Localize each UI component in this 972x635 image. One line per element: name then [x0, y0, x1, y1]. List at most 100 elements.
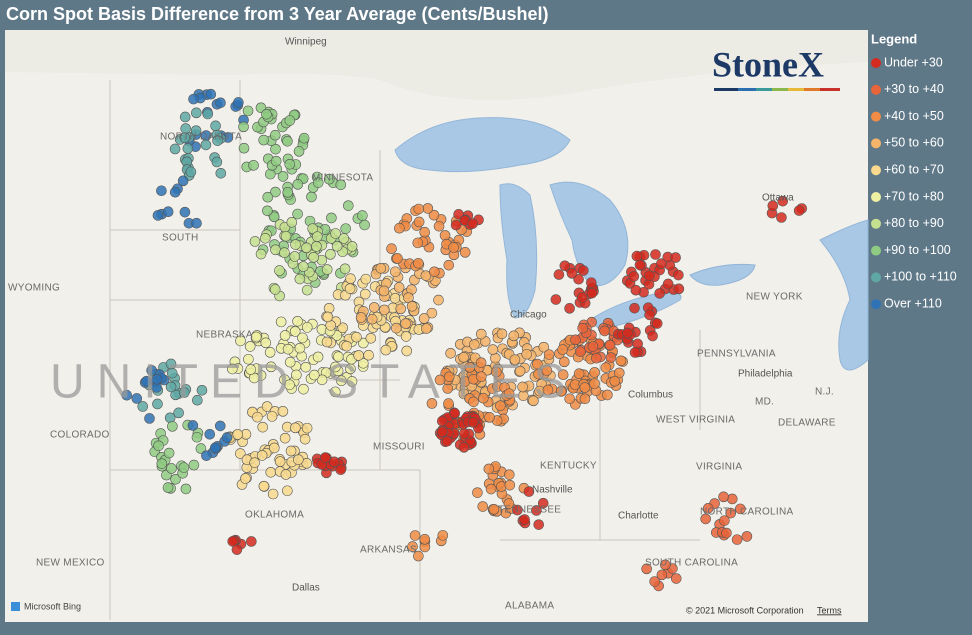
map-marker — [191, 217, 202, 229]
legend-swatch — [871, 299, 881, 310]
map-marker — [274, 265, 285, 276]
map-marker — [306, 191, 317, 203]
map-marker — [478, 392, 489, 404]
map-marker — [629, 347, 641, 358]
map-marker — [321, 336, 333, 348]
map-marker — [345, 273, 356, 285]
map-marker — [235, 335, 246, 347]
terms-link[interactable]: Terms — [817, 605, 842, 615]
map-marker — [468, 396, 479, 408]
map-marker — [252, 411, 263, 423]
map-marker — [339, 263, 351, 275]
map-marker — [495, 400, 506, 411]
map-marker — [264, 347, 276, 358]
map-marker — [322, 311, 334, 323]
place-label: Chicago — [510, 310, 547, 321]
map-marker — [275, 316, 287, 328]
legend-swatch — [871, 218, 881, 229]
map-marker — [265, 168, 276, 180]
title: Corn Spot Basis Difference from 3 Year A… — [6, 4, 549, 24]
map-marker — [589, 367, 600, 378]
map-marker — [380, 344, 392, 356]
map-marker — [542, 384, 554, 396]
brand-logo: StoneX — [712, 44, 824, 84]
map-marker — [178, 462, 190, 473]
map-marker — [284, 379, 295, 391]
map-marker — [604, 339, 616, 351]
map-marker — [289, 251, 300, 262]
map-marker — [297, 332, 308, 344]
map-marker — [413, 203, 425, 215]
map-marker — [312, 177, 324, 188]
map-marker — [298, 261, 309, 272]
map-marker — [269, 129, 281, 141]
place-label: ARKANSAS — [360, 545, 417, 556]
map-marker — [503, 388, 515, 399]
map-marker — [308, 252, 319, 263]
map-marker — [609, 375, 621, 387]
map-marker — [351, 331, 362, 343]
map-marker — [323, 173, 335, 185]
map-marker — [242, 105, 254, 117]
map-marker — [249, 457, 260, 468]
map-marker — [391, 322, 402, 334]
map-marker — [188, 93, 199, 105]
map-marker — [602, 389, 613, 401]
map-marker — [543, 349, 555, 360]
map-marker — [201, 450, 212, 461]
map-marker — [793, 205, 805, 216]
legend-label: +70 to +80 — [884, 189, 944, 203]
map-marker — [564, 303, 575, 314]
map-marker — [591, 352, 602, 364]
map-marker — [726, 493, 738, 505]
map-marker — [249, 236, 261, 247]
map-marker — [629, 302, 640, 314]
map-marker — [577, 322, 589, 334]
map-marker — [358, 337, 369, 349]
map-marker — [419, 534, 431, 545]
map-marker — [355, 312, 367, 323]
map-marker — [153, 440, 164, 452]
map-marker — [330, 228, 341, 239]
map-marker — [152, 210, 164, 221]
map-marker — [298, 383, 309, 395]
place-label: TENNESSEE — [498, 505, 561, 516]
map-marker — [448, 242, 459, 253]
map-marker — [537, 497, 549, 509]
map-marker — [131, 393, 143, 404]
map-marker — [196, 384, 208, 396]
map-marker — [670, 252, 681, 263]
map-marker — [329, 386, 341, 398]
map-marker — [406, 300, 418, 312]
map-marker — [279, 330, 291, 341]
map-marker — [277, 171, 289, 182]
map-marker — [409, 530, 421, 541]
map-marker — [188, 459, 200, 471]
map-marker — [491, 366, 502, 378]
canada — [5, 30, 868, 100]
legend-label: +60 to +70 — [884, 162, 944, 176]
place-label: WYOMING — [8, 283, 60, 294]
map-marker — [378, 285, 390, 297]
map-marker — [312, 231, 323, 242]
map-marker — [200, 139, 212, 151]
map-marker — [280, 230, 292, 242]
map-marker — [274, 456, 286, 467]
map-marker — [422, 203, 434, 214]
legend-swatch — [871, 272, 881, 283]
legend-swatch — [871, 165, 881, 176]
map-marker — [335, 179, 347, 191]
map-marker — [634, 259, 646, 271]
map-marker — [429, 266, 440, 278]
map-marker — [248, 160, 259, 171]
map-marker — [647, 330, 658, 342]
map-marker — [613, 367, 625, 379]
map-marker — [215, 97, 226, 109]
map-marker — [232, 429, 244, 440]
map-marker — [393, 282, 405, 293]
map-marker — [328, 456, 340, 468]
map-marker — [292, 179, 304, 190]
map-marker — [654, 288, 665, 299]
map-marker — [459, 247, 471, 258]
map-marker — [290, 239, 301, 250]
